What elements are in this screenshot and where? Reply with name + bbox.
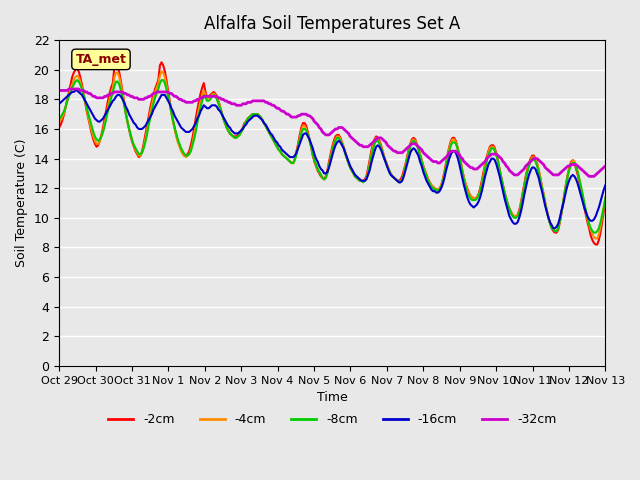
Y-axis label: Soil Temperature (C): Soil Temperature (C): [15, 139, 28, 267]
X-axis label: Time: Time: [317, 391, 348, 404]
Text: TA_met: TA_met: [76, 53, 127, 66]
Title: Alfalfa Soil Temperatures Set A: Alfalfa Soil Temperatures Set A: [204, 15, 460, 33]
Legend: -2cm, -4cm, -8cm, -16cm, -32cm: -2cm, -4cm, -8cm, -16cm, -32cm: [103, 408, 561, 432]
